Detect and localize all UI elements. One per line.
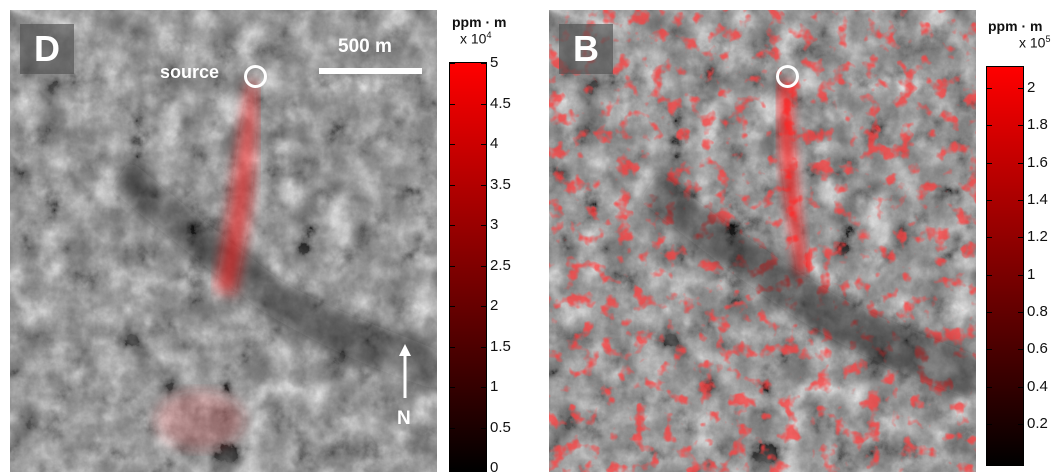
colorbar-tick-label: 0.5 — [490, 418, 511, 436]
colorbar-tick-mark — [481, 184, 486, 186]
colorbar-tick-mark — [1018, 200, 1023, 201]
colorbar-tick-mark — [481, 387, 486, 388]
north-label: N — [397, 408, 411, 429]
colorbar-tick-mark — [450, 387, 455, 388]
source-marker-b — [776, 65, 799, 88]
colorbar-tick-label: 1 — [490, 378, 499, 395]
colorbar-b-exponent: x 105 — [1019, 34, 1051, 51]
colorbar-d — [449, 62, 487, 472]
colorbar-b-unit: ppm · m — [988, 18, 1043, 34]
colorbar-tick-mark — [1018, 386, 1023, 388]
colorbar-tick-label: 4 — [490, 135, 499, 152]
colorbar-tick-label: 1.6 — [1027, 153, 1048, 171]
scale-bar — [319, 68, 422, 74]
colorbar-tick-mark — [1018, 88, 1023, 89]
colorbar-tick-mark — [481, 427, 486, 429]
colorbar-tick-mark — [987, 200, 992, 201]
colorbar-tick-label: 1.4 — [1027, 191, 1048, 208]
colorbar-tick-label: 2 — [490, 297, 499, 314]
colorbar-tick-mark — [987, 162, 992, 164]
colorbar-tick-mark — [987, 386, 992, 388]
colorbar-tick-mark — [450, 225, 455, 226]
colorbar-tick-mark — [450, 265, 455, 267]
colorbar-tick-mark — [450, 468, 455, 469]
scale-bar-label: 500 m — [338, 36, 392, 57]
source-label: source — [160, 62, 220, 82]
colorbar-d-unit: ppm · m — [452, 14, 507, 30]
colorbar-tick-mark — [450, 63, 455, 64]
satellite-map-panel-b: B — [549, 10, 976, 472]
colorbar-tick-mark — [1018, 424, 1023, 425]
colorbar-tick-label: 1.5 — [490, 337, 511, 355]
source-marker-d — [244, 65, 267, 88]
colorbar-tick-mark — [1018, 237, 1023, 239]
colorbar-tick-mark — [481, 225, 486, 226]
colorbar-tick-label: 2 — [1027, 79, 1036, 96]
colorbar-tick-mark — [1018, 349, 1023, 351]
colorbar-b — [986, 66, 1024, 466]
colorbar-tick-mark — [987, 349, 992, 351]
north-arrow-icon — [399, 344, 411, 398]
colorbar-tick-label: 2.5 — [490, 256, 511, 274]
colorbar-tick-mark — [450, 144, 455, 145]
colorbar-tick-mark — [481, 103, 486, 105]
colorbar-tick-label: 3.5 — [490, 175, 511, 193]
colorbar-tick-label: 0.4 — [1027, 377, 1048, 395]
colorbar-tick-mark — [481, 346, 486, 348]
colorbar-tick-mark — [1018, 162, 1023, 164]
colorbar-tick-label: 5 — [490, 54, 499, 71]
colorbar-tick-mark — [1018, 125, 1023, 127]
colorbar-tick-mark — [1018, 312, 1023, 313]
colorbar-tick-mark — [987, 88, 992, 89]
colorbar-tick-label: 0.2 — [1027, 415, 1048, 432]
panel-letter-b: B — [559, 24, 613, 74]
colorbar-tick-mark — [987, 274, 992, 276]
colorbar-tick-mark — [1018, 274, 1023, 276]
colorbar-tick-label: 3 — [490, 216, 499, 233]
colorbar-tick-mark — [481, 306, 486, 307]
colorbar-tick-label: 1 — [1027, 265, 1036, 283]
colorbar-tick-label: 1.2 — [1027, 228, 1048, 246]
colorbar-tick-mark — [450, 184, 455, 186]
colorbar-tick-label: 0.6 — [1027, 340, 1048, 358]
colorbar-tick-mark — [481, 144, 486, 145]
colorbar-tick-mark — [481, 468, 486, 469]
colorbar-tick-mark — [987, 312, 992, 313]
colorbar-d-exponent: x 104 — [460, 30, 492, 47]
colorbar-tick-mark — [987, 125, 992, 127]
colorbar-tick-label: 0 — [490, 459, 499, 476]
colorbar-tick-mark — [481, 265, 486, 267]
terrain-image-d — [10, 10, 437, 472]
terrain-image-b — [549, 10, 976, 472]
colorbar-tick-mark — [450, 427, 455, 429]
colorbar-tick-label: 0.8 — [1027, 303, 1048, 320]
colorbar-tick-mark — [450, 306, 455, 307]
colorbar-tick-mark — [987, 424, 992, 425]
colorbar-tick-mark — [450, 103, 455, 105]
colorbar-tick-label: 1.8 — [1027, 116, 1048, 134]
colorbar-tick-mark — [481, 63, 486, 64]
satellite-map-panel-d: D 500 m source N — [10, 10, 437, 472]
colorbar-tick-label: 4.5 — [490, 94, 511, 112]
colorbar-tick-mark — [987, 237, 992, 239]
panel-letter-d: D — [20, 24, 74, 74]
colorbar-tick-mark — [450, 346, 455, 348]
